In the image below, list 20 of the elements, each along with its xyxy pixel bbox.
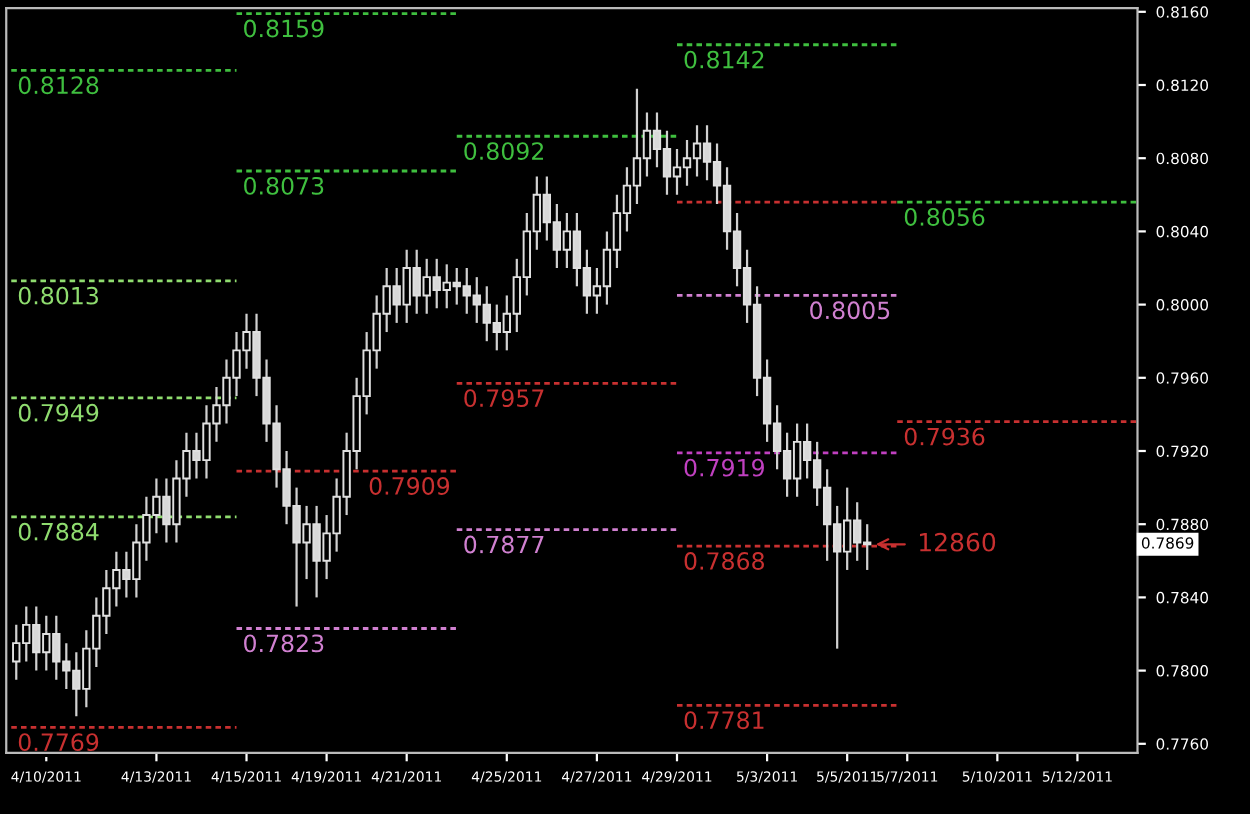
ref-line-label: 0.7823 bbox=[244, 634, 324, 653]
ref-line-label: 0.7936 bbox=[904, 427, 985, 446]
ref-line-label: 0.7769 bbox=[18, 733, 99, 752]
ref-line-label: 0.8142 bbox=[684, 50, 764, 69]
ref-line-label: 0.7909 bbox=[369, 477, 450, 495]
ref-line-label: 0.7957 bbox=[464, 389, 544, 408]
ref-line-label: 0.8073 bbox=[244, 176, 324, 195]
ref-line-label: 0.7884 bbox=[18, 522, 99, 541]
ref-line-label: 0.8013 bbox=[18, 286, 98, 305]
ref-line-label: 0.7868 bbox=[684, 552, 764, 570]
ref-line-label: 0.7877 bbox=[464, 535, 544, 554]
ref-line-label: 0.8128 bbox=[18, 76, 99, 95]
ref-line-label: 0.8005 bbox=[810, 301, 890, 320]
ref-line-label: 0.8092 bbox=[464, 142, 544, 161]
annotation: 12860 bbox=[920, 532, 996, 552]
ref-line-label: 0.7781 bbox=[684, 711, 764, 730]
ref-line-label: 0.8159 bbox=[244, 19, 324, 38]
ref-line-label: 0.7919 bbox=[684, 458, 764, 477]
ref-line-label: 0.8056 bbox=[904, 208, 985, 226]
ref-line-label: 0.7949 bbox=[18, 403, 99, 422]
